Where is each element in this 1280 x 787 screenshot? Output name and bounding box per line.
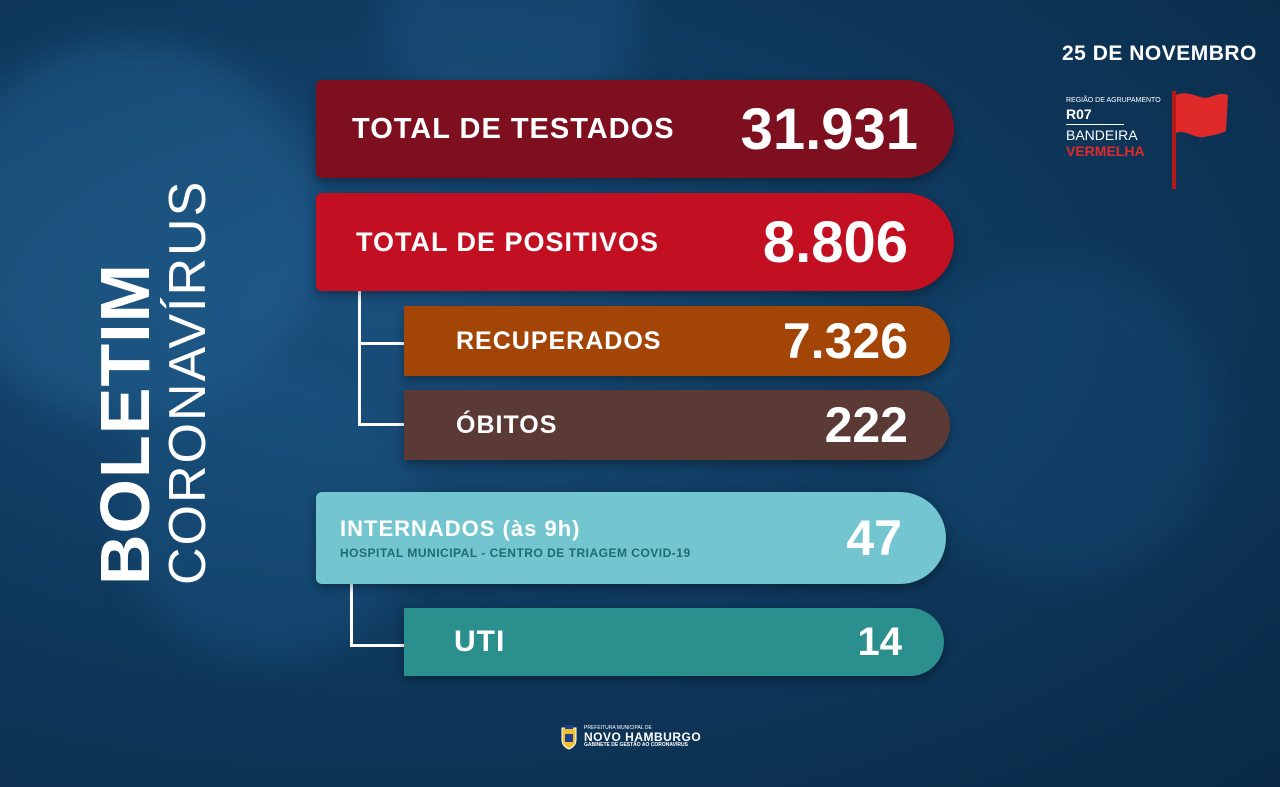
stat-value: 222 — [824, 397, 908, 453]
connector-line — [358, 280, 361, 424]
stat-internados: INTERNADOS (às 9h) HOSPITAL MUNICIPAL - … — [316, 492, 946, 584]
footer-text: PREFEITURA MUNICIPAL DE NOVO HAMBURGO GA… — [584, 726, 701, 748]
stat-value: 31.931 — [740, 96, 918, 162]
region-flag-line1: BANDEIRA — [1066, 127, 1138, 143]
red-flag-icon — [1172, 91, 1228, 189]
connector-line — [350, 570, 353, 646]
region-small-label: REGIÃO DE AGRUPAMENTO — [1066, 97, 1161, 104]
stat-obitos: ÓBITOS 222 — [404, 390, 950, 460]
footer-line2: NOVO HAMBURGO — [584, 730, 702, 744]
bulletin-title: BOLETIM CORONAVÍRUS — [86, 179, 217, 585]
stat-label: TOTAL DE TESTADOS — [352, 112, 675, 145]
stat-uti: UTI 14 — [404, 608, 944, 676]
connector-line — [358, 423, 434, 426]
footer-logo: PREFEITURA MUNICIPAL DE NOVO HAMBURGO GA… — [560, 724, 701, 750]
stat-label: RECUPERADOS — [456, 326, 662, 355]
stat-label: INTERNADOS (às 9h) — [340, 516, 581, 541]
stat-label: ÓBITOS — [456, 410, 558, 439]
city-crest-icon — [561, 725, 577, 750]
stat-label: UTI — [454, 625, 506, 658]
bulletin-date: 25 DE NOVEMBRO — [1062, 42, 1257, 65]
footer-line3: GABINETE DE GESTÃO AO CORONAVÍRUS — [584, 742, 688, 748]
stat-label-group: INTERNADOS (às 9h) HOSPITAL MUNICIPAL - … — [340, 516, 691, 560]
stat-value: 7.326 — [782, 313, 908, 369]
stat-total-testados: TOTAL DE TESTADOS 31.931 — [316, 80, 954, 178]
title-bold: BOLETIM — [86, 263, 164, 585]
background-virus-blur — [0, 40, 320, 420]
stat-total-positivos: TOTAL DE POSITIVOS 8.806 — [316, 193, 954, 291]
stat-sublabel: HOSPITAL MUNICIPAL - CENTRO DE TRIAGEM C… — [340, 546, 691, 560]
stat-recuperados: RECUPERADOS 7.326 — [404, 306, 950, 376]
region-flag-line2: VERMELHA — [1066, 143, 1145, 159]
connector-line — [358, 342, 434, 345]
region-flag-badge: REGIÃO DE AGRUPAMENTO R07 BANDEIRA VERME… — [1066, 91, 1236, 192]
background-virus-blur — [900, 260, 1220, 580]
connector-line — [350, 644, 434, 647]
region-code: R07 — [1066, 106, 1124, 125]
stat-value: 14 — [857, 619, 903, 664]
stat-label: TOTAL DE POSITIVOS — [356, 226, 660, 257]
title-light: CORONAVÍRUS — [159, 179, 217, 585]
stat-value: 8.806 — [762, 209, 908, 275]
footer-line1: PREFEITURA MUNICIPAL DE — [584, 725, 652, 731]
stat-value: 47 — [846, 510, 902, 566]
